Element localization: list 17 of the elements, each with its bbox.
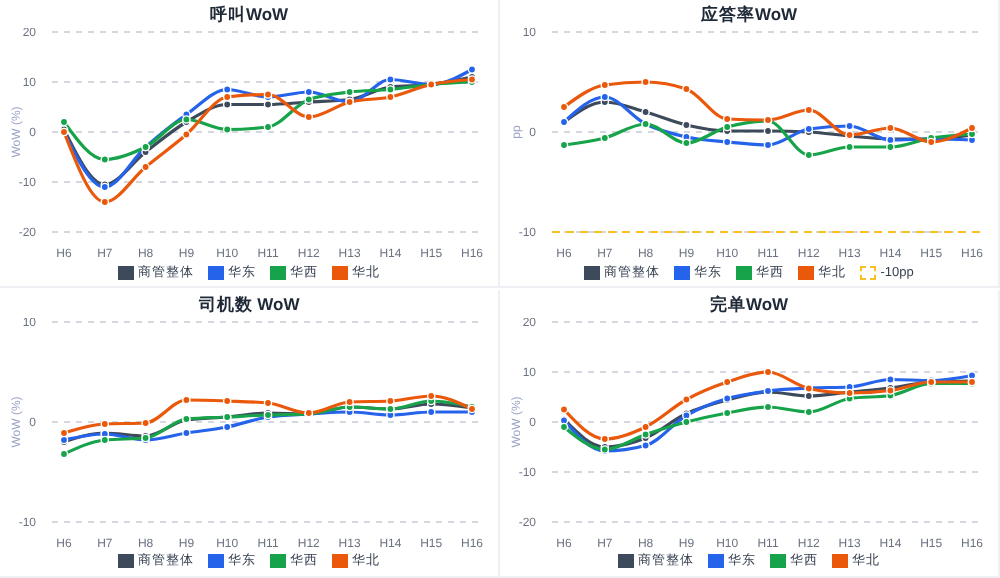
point (222, 85, 232, 94)
point (100, 155, 110, 164)
point (222, 92, 232, 102)
point (386, 75, 395, 84)
chart-title: 呼叫WoW (207, 2, 291, 28)
chart-title: 完单WoW (707, 291, 791, 317)
point (559, 421, 569, 431)
point (467, 65, 477, 74)
chart-title: 应答率WoW (698, 2, 800, 28)
point (182, 130, 191, 139)
point (967, 370, 977, 379)
point (222, 100, 232, 109)
point (682, 416, 691, 426)
chart-title: 司机数 WoW (196, 291, 302, 317)
point (263, 100, 273, 109)
point (222, 125, 232, 134)
point (141, 162, 150, 172)
